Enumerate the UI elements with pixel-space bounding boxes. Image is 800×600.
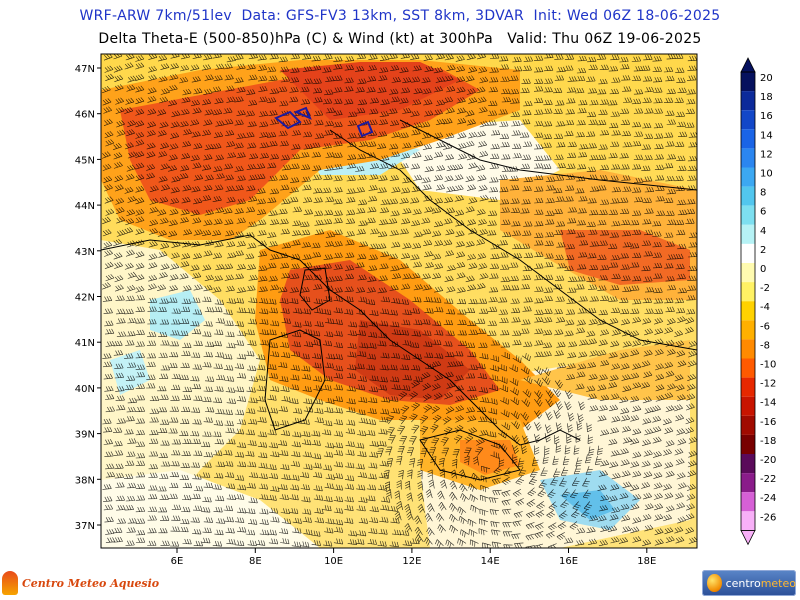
lon-label: 6E (171, 556, 184, 567)
lat-label: 39N (75, 430, 95, 441)
colorbar-swatch (741, 205, 755, 225)
lat-label: 38N (75, 475, 95, 486)
wind-barbs (101, 54, 697, 548)
lon-label: 14E (481, 556, 500, 567)
colorbar-label: -10 (760, 360, 776, 371)
colorbar-swatch (741, 511, 755, 531)
lat-label: 42N (75, 293, 95, 304)
colorbar-swatch (741, 129, 755, 149)
lon-label: 8E (249, 556, 262, 567)
colorbar-swatch (741, 224, 755, 244)
centrometeo-logo: centrometeo (702, 570, 796, 596)
colorbar-swatch (741, 72, 755, 92)
colorbar-swatch (741, 339, 755, 359)
map-frame (100, 53, 698, 549)
colorbar-swatch (741, 396, 755, 416)
lakes (274, 106, 374, 138)
colorbar-label: 18 (760, 92, 773, 103)
lat-label: 41N (75, 338, 95, 349)
coastlines (101, 119, 697, 481)
colorbar-label: -22 (760, 474, 776, 485)
colorbar-label: 8 (760, 188, 766, 199)
colorbar-label: 16 (760, 111, 773, 122)
colorbar-label: -20 (760, 455, 776, 466)
logo-left-text: Centro Meteo Aquesio (22, 576, 160, 590)
colorbar-label: 14 (760, 130, 773, 141)
colorbar-label: -26 (760, 512, 776, 523)
colorbar-label: 10 (760, 169, 773, 180)
title-line-1: WRF-ARW 7km/51lev Data: GFS-FV3 13km, SS… (79, 8, 721, 24)
colorbar-label: -12 (760, 379, 776, 390)
colorbar-swatch (741, 358, 755, 378)
colorbar-top-arrow (740, 57, 756, 73)
lon-label: 12E (402, 556, 421, 567)
lon-label: 16E (559, 556, 578, 567)
colorbar: 20181614121086420-2-4-6-8-10-12-14-16-18… (740, 57, 776, 546)
colorbar-swatch (741, 148, 755, 168)
title-line-2: Delta Theta-E (500-850)hPa (C) & Wind (k… (98, 31, 702, 47)
lon-label: 10E (324, 556, 343, 567)
logo-sun-icon (707, 574, 722, 592)
latitude-axis: 47N 46N 45N 44N 43N 42N 41N 40N 39N 38N 37N (75, 64, 101, 532)
lat-label: 37N (75, 521, 95, 532)
lat-label: 45N (75, 155, 95, 166)
colorbar-label: 0 (760, 264, 766, 275)
colorbar-label: -14 (760, 398, 776, 409)
colorbar-swatch (741, 454, 755, 474)
lat-label: 43N (75, 247, 95, 258)
colorbar-swatch (741, 473, 755, 493)
colorbar-label: -8 (760, 340, 770, 351)
colorbar-label: 2 (760, 245, 766, 256)
colorbar-swatch (741, 320, 755, 340)
lon-label: 18E (637, 556, 656, 567)
lat-label: 46N (75, 110, 95, 121)
logo-right-text-b: meteo (760, 576, 796, 590)
centro-meteo-aquesio-logo: Centro Meteo Aquesio (2, 570, 159, 596)
colorbar-label: -2 (760, 283, 770, 294)
colorbar-swatch (741, 415, 755, 435)
colorbar-swatch (741, 186, 755, 206)
colorbar-swatch (741, 377, 755, 397)
colorbar-swatch (741, 91, 755, 111)
colorbar-label: -4 (760, 302, 770, 313)
colorbar-swatch (741, 167, 755, 187)
colorbar-swatch (741, 243, 755, 263)
colorbar-label: 4 (760, 226, 766, 237)
colorbar-swatch (741, 282, 755, 302)
wind-barb-field (101, 54, 697, 548)
longitude-axis: 6E 8E 10E 12E 14E 16E 18E (171, 548, 656, 567)
logo-mark-icon (2, 571, 18, 595)
lat-label: 40N (75, 384, 95, 395)
colorbar-label: 6 (760, 207, 766, 218)
colorbar-swatch (741, 110, 755, 130)
colorbar-swatch (741, 301, 755, 321)
colorbar-swatch (741, 492, 755, 512)
colorbar-label: 12 (760, 149, 773, 160)
colorbar-label: 20 (760, 73, 773, 84)
colorbar-label: -24 (760, 493, 776, 504)
logo-right-text-a: centro (725, 576, 761, 590)
lat-label: 47N (75, 64, 95, 75)
lat-label: 44N (75, 201, 95, 212)
colorbar-label: -6 (760, 321, 770, 332)
logo-right-text: centrometeo (726, 577, 796, 590)
colorbar-label: -18 (760, 436, 776, 447)
colorbar-bottom-arrow (740, 530, 756, 546)
colorbar-swatch (741, 434, 755, 454)
colorbar-label: -16 (760, 417, 776, 428)
colorbar-swatch (741, 263, 755, 283)
